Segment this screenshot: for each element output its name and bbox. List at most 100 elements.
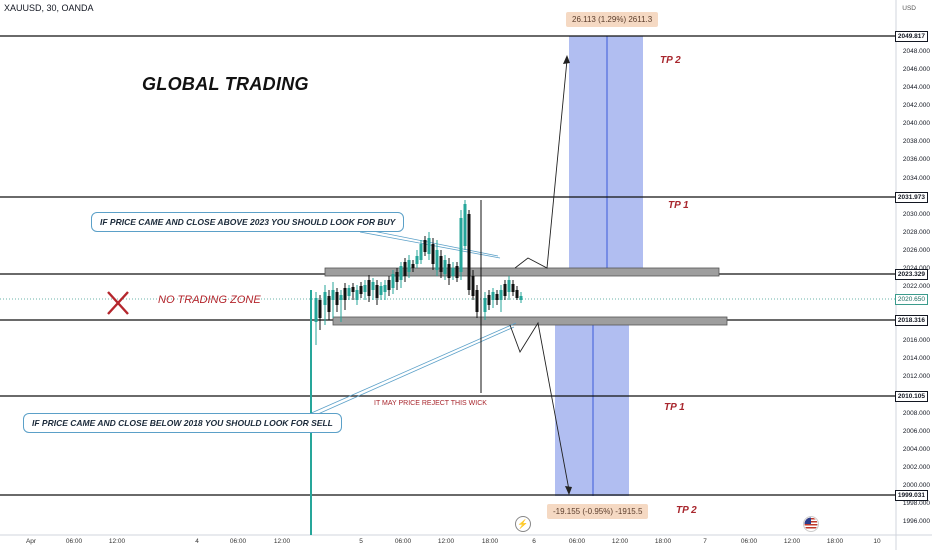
candle-body <box>455 266 459 278</box>
price-tick: 2000.000 <box>902 481 930 489</box>
candle-body <box>459 218 463 272</box>
time-tick: 18:00 <box>481 538 499 545</box>
candle-body <box>339 295 343 300</box>
candle-body <box>467 214 471 290</box>
candle-body <box>499 290 503 300</box>
price-tick: 2014.000 <box>902 355 930 363</box>
candle-body <box>383 285 387 292</box>
candle-body <box>331 290 335 300</box>
price-tick: 2034.000 <box>902 174 930 182</box>
price-tick: 1998.000 <box>902 499 930 507</box>
time-tick: 18:00 <box>826 538 844 545</box>
symbol-title[interactable]: XAUUSD, 30, OANDA <box>4 3 94 13</box>
time-tick: 12:00 <box>108 538 126 545</box>
price-tick: 2016.000 <box>902 337 930 345</box>
time-tick: 12:00 <box>437 538 455 545</box>
candle-body <box>343 288 347 300</box>
candle-body <box>415 256 419 264</box>
time-tick: 10 <box>873 538 881 545</box>
support-band[interactable] <box>332 316 728 326</box>
candle-body <box>335 292 339 305</box>
candle-body <box>519 296 523 300</box>
price-tick: 2036.000 <box>902 156 930 164</box>
sell-note-pointer <box>299 322 517 419</box>
candle-body <box>507 280 511 292</box>
resistance-band[interactable] <box>324 267 720 277</box>
flash-event-icon[interactable]: ⚡ <box>515 516 531 532</box>
axis-label-2010: 2010.105 <box>894 391 928 402</box>
no-trading-zone-label: NO TRADING ZONE <box>158 294 261 306</box>
candle-body <box>487 295 491 305</box>
time-tick: 12:00 <box>273 538 291 545</box>
price-tick: 2046.000 <box>902 66 930 74</box>
candle-body <box>419 244 423 260</box>
time-tick: 06:00 <box>65 538 83 545</box>
price-tick: 2012.000 <box>902 373 930 381</box>
candle-body <box>395 272 399 282</box>
price-tick: 2044.000 <box>902 84 930 92</box>
candle-body <box>375 285 379 298</box>
price-tick: 2026.000 <box>902 246 930 254</box>
candle-body <box>475 290 479 312</box>
candle-body <box>391 274 395 288</box>
currency-label: USD <box>902 5 916 12</box>
candle-body <box>327 296 331 312</box>
long-target-zone[interactable] <box>569 36 643 271</box>
time-tick: 18:00 <box>654 538 672 545</box>
sell-note[interactable]: IF PRICE CAME AND CLOSE BELOW 2018 YOU S… <box>23 413 342 433</box>
candle-body <box>399 266 403 280</box>
candle-body <box>463 204 467 246</box>
candle-body <box>367 280 371 296</box>
price-tick: 1996.000 <box>902 518 930 525</box>
candle-body <box>491 292 495 300</box>
short-target-zone[interactable] <box>555 320 629 496</box>
time-tick: Apr <box>25 538 37 545</box>
candle-body <box>314 298 318 322</box>
bullish-arrowhead <box>563 55 570 64</box>
candlestick-series <box>314 200 523 345</box>
price-tick: 2024.000 <box>898 265 930 272</box>
axis-label-current: 2020.650 <box>894 294 928 305</box>
candle-body <box>363 285 367 292</box>
price-tick: 2008.000 <box>902 409 930 417</box>
candle-body <box>431 244 435 264</box>
axis-label-2023: 2023.329 <box>894 269 928 280</box>
time-tick: 06:00 <box>568 538 586 545</box>
candle-body <box>435 250 439 270</box>
wick-note: IT MAY PRICE REJECT THIS WICK <box>374 400 487 407</box>
candle-body <box>371 282 375 290</box>
candle-body <box>447 264 451 278</box>
short-measure-label: -19.155 (-0.95%) -1915.5 <box>547 504 649 519</box>
candle-body <box>318 300 322 318</box>
bearish-projection-path <box>509 321 570 491</box>
time-tick: 6 <box>532 538 536 545</box>
candle-body <box>451 268 455 276</box>
tp1-top-label: TP 1 <box>668 200 689 211</box>
candle-body <box>323 292 327 305</box>
price-tick: 2038.000 <box>902 138 930 146</box>
time-tick: 06:00 <box>394 538 412 545</box>
sell-note-pointer-2 <box>299 326 515 423</box>
axis-label-2031: 2031.973 <box>894 192 928 203</box>
axis-label-2049: 2049.817 <box>894 31 928 42</box>
time-tick: 4 <box>195 538 199 545</box>
time-tick: 5 <box>359 538 363 545</box>
price-tick: 2006.000 <box>902 427 930 435</box>
buy-note[interactable]: IF PRICE CAME AND CLOSE ABOVE 2023 YOU S… <box>91 212 405 232</box>
time-tick: 12:00 <box>611 538 629 545</box>
bullish-projection-path <box>514 59 568 269</box>
candle-body <box>439 256 443 272</box>
candle-body <box>407 260 411 272</box>
us-flag-icon[interactable] <box>803 516 819 532</box>
candle-body <box>379 286 383 295</box>
candle-body <box>347 288 351 296</box>
bearish-arrowhead <box>565 486 572 495</box>
tp1-bottom-label: TP 1 <box>664 402 685 413</box>
tp2-bottom-label: TP 2 <box>676 505 697 516</box>
candle-body <box>443 260 447 274</box>
candle-body <box>359 286 363 294</box>
long-measure-label: 26.113 (1.29%) 2611.3 <box>566 12 659 27</box>
axis-label-1999: 1999.031 <box>894 490 928 501</box>
brand-title: GLOBAL TRADING <box>142 74 309 94</box>
